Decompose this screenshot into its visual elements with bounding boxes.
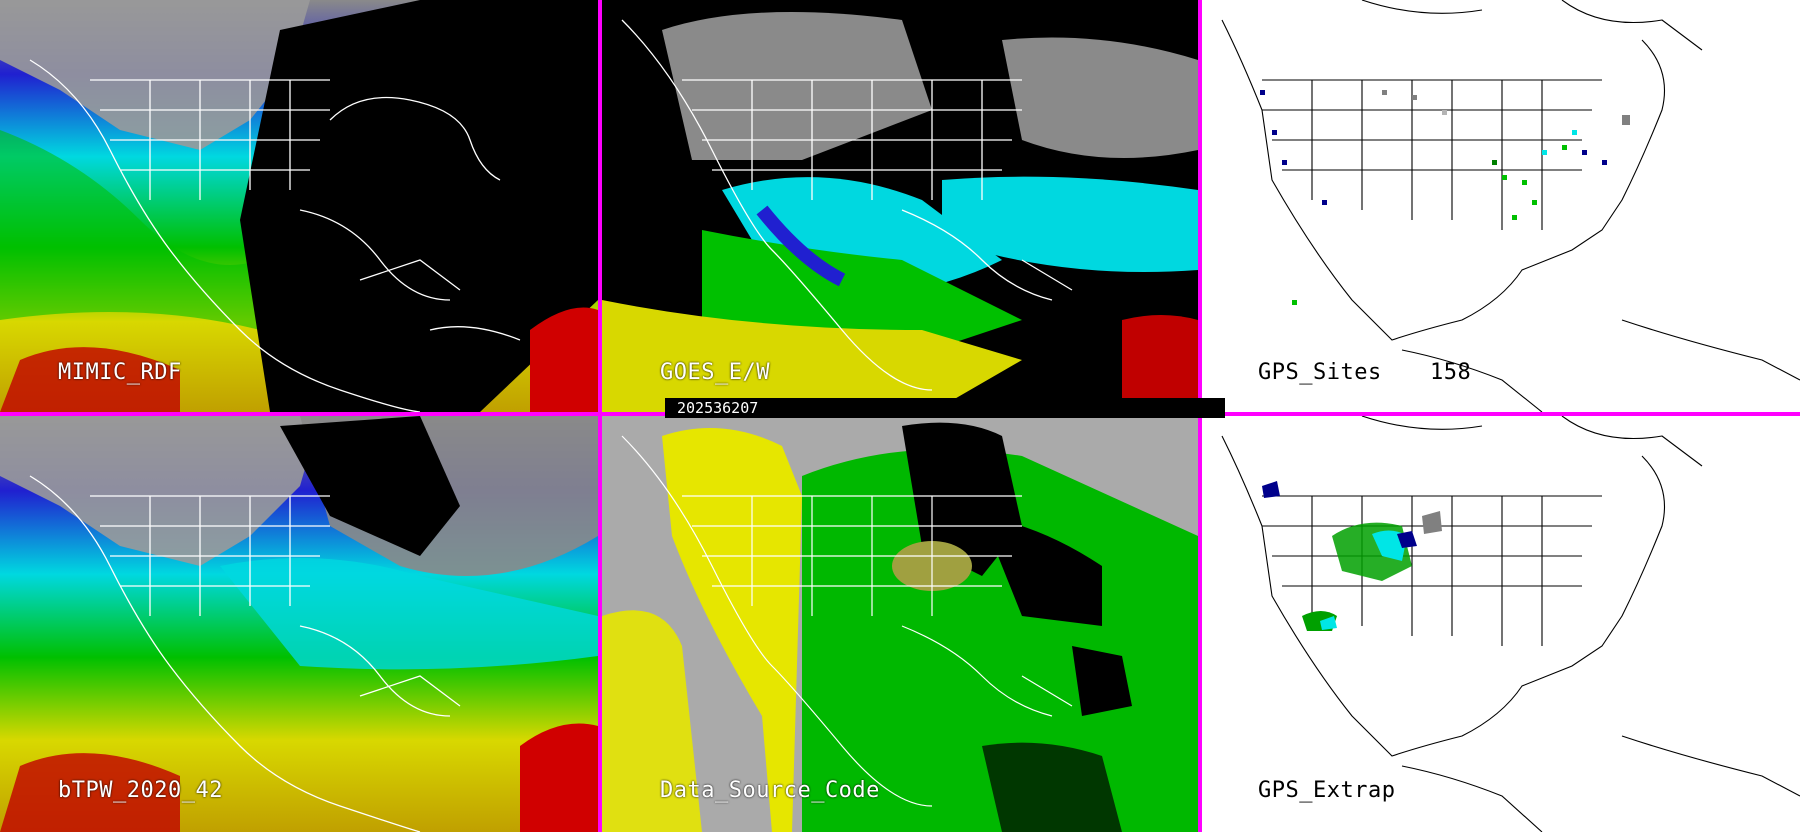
data-source-map bbox=[602, 416, 1198, 832]
tpw-map-mimic bbox=[0, 0, 598, 412]
panel-label: GPS_Extrap bbox=[1258, 778, 1396, 803]
tpw-map-btpw bbox=[0, 416, 598, 832]
panel-btpw: bTPW_2020_42 bbox=[0, 416, 598, 832]
panel-goes-ew: GOES_E/W bbox=[602, 0, 1198, 412]
tpw-map-goes bbox=[602, 0, 1198, 412]
panel-label: Data_Source_Code bbox=[660, 778, 880, 803]
gps-site-markers bbox=[1260, 90, 1630, 305]
gps-site-count: 158 bbox=[1430, 360, 1472, 385]
panel-data-source-code: Data_Source_Code bbox=[602, 416, 1198, 832]
gps-sites-map bbox=[1221, 0, 1800, 412]
panel-label: bTPW_2020_42 bbox=[58, 778, 223, 803]
panel-mimic-rdf: MIMIC_RDF bbox=[0, 0, 598, 412]
panel-label: MIMIC_RDF bbox=[58, 360, 182, 385]
panel-label: GPS_Sites bbox=[1258, 360, 1382, 385]
gps-extrap-map bbox=[1221, 416, 1800, 832]
panel-label: GOES_E/W bbox=[660, 360, 770, 385]
panel-gps-extrap: GPS_Extrap bbox=[1202, 416, 1800, 832]
timestamp-label: 202536207 bbox=[677, 399, 759, 417]
panel-divider-vertical-left bbox=[598, 0, 602, 832]
panel-gps-sites: GPS_Sites 158 bbox=[1202, 0, 1800, 412]
timestamp-bar: 202536207 bbox=[665, 398, 1225, 418]
